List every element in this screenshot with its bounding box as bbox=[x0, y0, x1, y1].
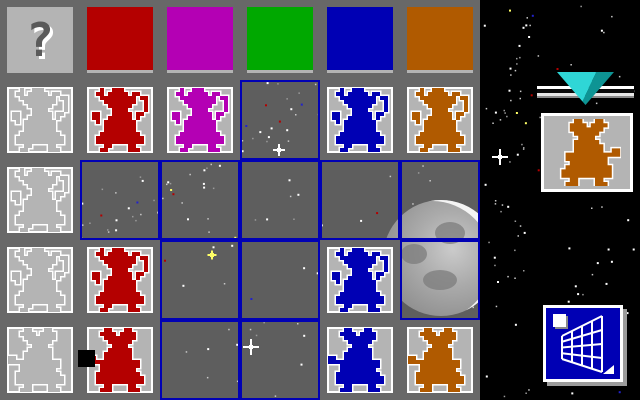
cell-r1c3-empty[interactable] bbox=[240, 80, 320, 160]
creature-magenta-icon bbox=[170, 88, 230, 152]
creature-blue-icon bbox=[330, 248, 390, 312]
cell-r0c3-swatch-green[interactable] bbox=[240, 0, 320, 80]
creature-orange-icon bbox=[408, 328, 466, 392]
creature-tile-face bbox=[327, 87, 393, 153]
creature-tile-face bbox=[7, 247, 73, 313]
cell-r1c5-creature-orange[interactable] bbox=[400, 80, 480, 160]
cell-r1c2-creature-magenta[interactable] bbox=[160, 80, 240, 160]
cell-r1c4-creature-blue[interactable] bbox=[320, 80, 400, 160]
color-swatch-red bbox=[87, 7, 153, 73]
puzzle-board: ? bbox=[0, 0, 480, 400]
cell-r2c4-empty[interactable] bbox=[320, 160, 400, 240]
sparkle-star-icon bbox=[492, 149, 508, 165]
cell-r3c3-empty[interactable] bbox=[240, 240, 320, 320]
cell-r3c0-creature-white[interactable] bbox=[0, 240, 80, 320]
creature-tile-face bbox=[327, 247, 393, 313]
cell-r4c3-empty[interactable] bbox=[240, 320, 320, 400]
current-piece-tile[interactable] bbox=[541, 113, 633, 192]
sparkle-star-icon bbox=[273, 144, 285, 156]
perspective-grid-icon bbox=[561, 315, 603, 373]
cell-r2c5-empty[interactable] bbox=[400, 160, 480, 240]
creature-white-icon bbox=[10, 88, 70, 152]
color-swatch-orange bbox=[407, 7, 473, 73]
creature-red-icon bbox=[88, 328, 146, 392]
creature-tile-face bbox=[87, 327, 153, 393]
cell-r4c5-creature-orange[interactable] bbox=[400, 320, 480, 400]
creature-tile-face bbox=[7, 327, 73, 393]
question-mark-icon: ? bbox=[26, 13, 54, 67]
perspective-grid-button[interactable] bbox=[543, 305, 623, 382]
cell-r3c2-empty[interactable] bbox=[160, 240, 240, 320]
creature-tile-face bbox=[7, 87, 73, 153]
creature-red-icon bbox=[90, 88, 150, 152]
creature-tile-face bbox=[87, 247, 153, 313]
selection-cursor bbox=[78, 350, 95, 367]
creature-red-icon bbox=[90, 248, 150, 312]
cell-r4c2-empty[interactable] bbox=[160, 320, 240, 400]
cell-r1c0-creature-white[interactable] bbox=[0, 80, 80, 160]
creature-white-icon bbox=[10, 248, 70, 312]
cell-r4c0-creature-white[interactable] bbox=[0, 320, 80, 400]
color-swatch-magenta bbox=[167, 7, 233, 73]
creature-tile-face bbox=[407, 87, 473, 153]
cell-r0c2-swatch-magenta[interactable] bbox=[160, 0, 240, 80]
cell-r2c3-empty[interactable] bbox=[240, 160, 320, 240]
mystery-tile-face: ? bbox=[7, 7, 73, 73]
moon-crater bbox=[401, 244, 427, 264]
cell-r0c1-swatch-red[interactable] bbox=[80, 0, 160, 80]
cell-r3c5-empty[interactable] bbox=[400, 240, 480, 320]
cell-r0c0-mystery[interactable]: ? bbox=[0, 0, 80, 80]
creature-tile-face bbox=[327, 327, 393, 393]
side-panel bbox=[480, 0, 640, 400]
cell-r4c1-creature-red[interactable] bbox=[80, 320, 160, 400]
cell-r0c5-swatch-orange[interactable] bbox=[400, 0, 480, 80]
cell-r2c0-creature-white[interactable] bbox=[0, 160, 80, 240]
sparkle-star-icon bbox=[243, 339, 259, 355]
creature-white-icon bbox=[8, 328, 66, 392]
creature-tile-face bbox=[87, 87, 153, 153]
cell-r4c4-creature-blue[interactable] bbox=[320, 320, 400, 400]
cell-r2c1-empty[interactable] bbox=[80, 160, 160, 240]
cell-r3c4-creature-blue[interactable] bbox=[320, 240, 400, 320]
creature-white-icon bbox=[10, 168, 70, 232]
color-swatch-green bbox=[247, 7, 313, 73]
cell-r3c1-creature-red[interactable] bbox=[80, 240, 160, 320]
creature-orange-icon bbox=[560, 118, 621, 187]
cell-r1c1-creature-red[interactable] bbox=[80, 80, 160, 160]
creature-tile-face bbox=[167, 87, 233, 153]
mini-arrow-icon bbox=[603, 365, 614, 374]
creature-blue-icon bbox=[330, 88, 390, 152]
cell-r2c2-empty[interactable] bbox=[160, 160, 240, 240]
creature-tile-face bbox=[7, 167, 73, 233]
creature-tile-face bbox=[407, 327, 473, 393]
mini-square-icon bbox=[553, 314, 566, 327]
moon-crater bbox=[435, 222, 465, 244]
color-swatch-blue bbox=[327, 7, 393, 73]
moon-crater bbox=[423, 270, 457, 290]
sparkle-star-icon bbox=[207, 250, 217, 260]
creature-blue-icon bbox=[328, 328, 386, 392]
creature-orange-icon bbox=[410, 88, 470, 152]
cell-r0c4-swatch-blue[interactable] bbox=[320, 0, 400, 80]
